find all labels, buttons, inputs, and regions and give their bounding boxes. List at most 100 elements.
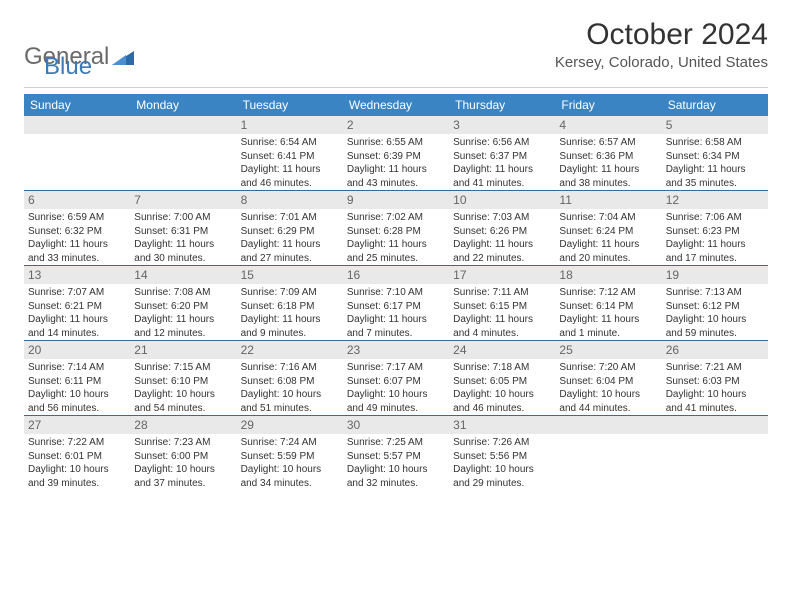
day-number: 4: [555, 116, 661, 134]
daylight-line1: Daylight: 11 hours: [666, 238, 764, 252]
day-number: 27: [24, 416, 130, 434]
sunrise: Sunrise: 7:14 AM: [28, 361, 126, 375]
daylight-line1: Daylight: 10 hours: [134, 388, 232, 402]
day-number: [555, 416, 661, 434]
sunrise: Sunrise: 6:56 AM: [453, 136, 551, 150]
day-details: Sunrise: 7:17 AMSunset: 6:07 PMDaylight:…: [343, 359, 449, 415]
daylight-line1: Daylight: 10 hours: [134, 463, 232, 477]
sunrise: Sunrise: 6:59 AM: [28, 211, 126, 225]
daylight-line2: and 49 minutes.: [347, 402, 445, 416]
day-details: Sunrise: 7:07 AMSunset: 6:21 PMDaylight:…: [24, 284, 130, 340]
daylight-line2: and 7 minutes.: [347, 327, 445, 341]
daylight-line2: and 56 minutes.: [28, 402, 126, 416]
sunset: Sunset: 5:57 PM: [347, 450, 445, 464]
day-details: Sunrise: 7:02 AMSunset: 6:28 PMDaylight:…: [343, 209, 449, 265]
daylight-line1: Daylight: 11 hours: [453, 313, 551, 327]
week-row: 2728293031Sunrise: 7:22 AMSunset: 6:01 P…: [24, 416, 768, 490]
day-number: 23: [343, 341, 449, 359]
day-details: Sunrise: 6:55 AMSunset: 6:39 PMDaylight:…: [343, 134, 449, 190]
sunset: Sunset: 6:26 PM: [453, 225, 551, 239]
sunset: Sunset: 6:37 PM: [453, 150, 551, 164]
daylight-line2: and 1 minute.: [559, 327, 657, 341]
day-details: Sunrise: 7:26 AMSunset: 5:56 PMDaylight:…: [449, 434, 555, 490]
day-number: 2: [343, 116, 449, 134]
daylight-line1: Daylight: 10 hours: [347, 463, 445, 477]
day-details: [24, 134, 130, 190]
logo-text-blue: Blue: [44, 53, 92, 81]
daylight-line1: Daylight: 11 hours: [241, 313, 339, 327]
daylight-line1: Daylight: 10 hours: [241, 388, 339, 402]
daylight-line1: Daylight: 11 hours: [453, 238, 551, 252]
daylight-line1: Daylight: 11 hours: [347, 163, 445, 177]
day-number: 22: [237, 341, 343, 359]
daylight-line2: and 35 minutes.: [666, 177, 764, 191]
sunset: Sunset: 6:04 PM: [559, 375, 657, 389]
day-details: [555, 434, 661, 490]
daylight-line1: Daylight: 10 hours: [347, 388, 445, 402]
week-row: 13141516171819Sunrise: 7:07 AMSunset: 6:…: [24, 266, 768, 341]
day-number: 9: [343, 191, 449, 209]
day-number: 8: [237, 191, 343, 209]
day-number: 6: [24, 191, 130, 209]
daylight-line1: Daylight: 11 hours: [347, 238, 445, 252]
day-details: Sunrise: 7:21 AMSunset: 6:03 PMDaylight:…: [662, 359, 768, 415]
sunrise: Sunrise: 7:10 AM: [347, 286, 445, 300]
dow-friday: Friday: [555, 94, 661, 116]
sunrise: Sunrise: 7:23 AM: [134, 436, 232, 450]
sunset: Sunset: 6:23 PM: [666, 225, 764, 239]
sunrise: Sunrise: 7:16 AM: [241, 361, 339, 375]
sunset: Sunset: 6:34 PM: [666, 150, 764, 164]
daylight-line2: and 12 minutes.: [134, 327, 232, 341]
daylight-line1: Daylight: 11 hours: [453, 163, 551, 177]
sunrise: Sunrise: 6:54 AM: [241, 136, 339, 150]
day-number: 17: [449, 266, 555, 284]
day-number: 31: [449, 416, 555, 434]
daylight-line1: Daylight: 11 hours: [28, 238, 126, 252]
day-number: [130, 116, 236, 134]
day-details: Sunrise: 7:10 AMSunset: 6:17 PMDaylight:…: [343, 284, 449, 340]
title-block: October 2024 Kersey, Colorado, United St…: [555, 18, 768, 71]
day-details: Sunrise: 6:56 AMSunset: 6:37 PMDaylight:…: [449, 134, 555, 190]
day-number: 18: [555, 266, 661, 284]
dow-thursday: Thursday: [449, 94, 555, 116]
day-details: Sunrise: 7:12 AMSunset: 6:14 PMDaylight:…: [555, 284, 661, 340]
daylight-line2: and 59 minutes.: [666, 327, 764, 341]
day-details: Sunrise: 7:13 AMSunset: 6:12 PMDaylight:…: [662, 284, 768, 340]
daylight-line2: and 43 minutes.: [347, 177, 445, 191]
daylight-line2: and 22 minutes.: [453, 252, 551, 266]
sunrise: Sunrise: 6:55 AM: [347, 136, 445, 150]
daylight-line1: Daylight: 11 hours: [134, 313, 232, 327]
day-number: 12: [662, 191, 768, 209]
day-number: 19: [662, 266, 768, 284]
sunrise: Sunrise: 7:06 AM: [666, 211, 764, 225]
day-number: 3: [449, 116, 555, 134]
daylight-line2: and 29 minutes.: [453, 477, 551, 491]
day-number: 16: [343, 266, 449, 284]
day-details: Sunrise: 7:06 AMSunset: 6:23 PMDaylight:…: [662, 209, 768, 265]
daylight-line2: and 39 minutes.: [28, 477, 126, 491]
day-details: Sunrise: 7:04 AMSunset: 6:24 PMDaylight:…: [555, 209, 661, 265]
sunrise: Sunrise: 7:02 AM: [347, 211, 445, 225]
daylight-line2: and 30 minutes.: [134, 252, 232, 266]
sunrise: Sunrise: 7:11 AM: [453, 286, 551, 300]
divider: [24, 87, 768, 88]
sunset: Sunset: 6:29 PM: [241, 225, 339, 239]
location: Kersey, Colorado, United States: [555, 54, 768, 71]
day-details: Sunrise: 7:14 AMSunset: 6:11 PMDaylight:…: [24, 359, 130, 415]
daylight-line1: Daylight: 11 hours: [28, 313, 126, 327]
day-number: 15: [237, 266, 343, 284]
logo-triangle-icon: [112, 44, 134, 72]
dow-tuesday: Tuesday: [237, 94, 343, 116]
sunrise: Sunrise: 7:13 AM: [666, 286, 764, 300]
day-number: 29: [237, 416, 343, 434]
day-details: Sunrise: 7:25 AMSunset: 5:57 PMDaylight:…: [343, 434, 449, 490]
dow-sunday: Sunday: [24, 94, 130, 116]
daylight-line2: and 34 minutes.: [241, 477, 339, 491]
dow-saturday: Saturday: [662, 94, 768, 116]
daylight-line2: and 46 minutes.: [241, 177, 339, 191]
day-details: Sunrise: 7:11 AMSunset: 6:15 PMDaylight:…: [449, 284, 555, 340]
day-of-week-row: Sunday Monday Tuesday Wednesday Thursday…: [24, 94, 768, 116]
daylight-line2: and 37 minutes.: [134, 477, 232, 491]
day-number: [662, 416, 768, 434]
day-number: 30: [343, 416, 449, 434]
